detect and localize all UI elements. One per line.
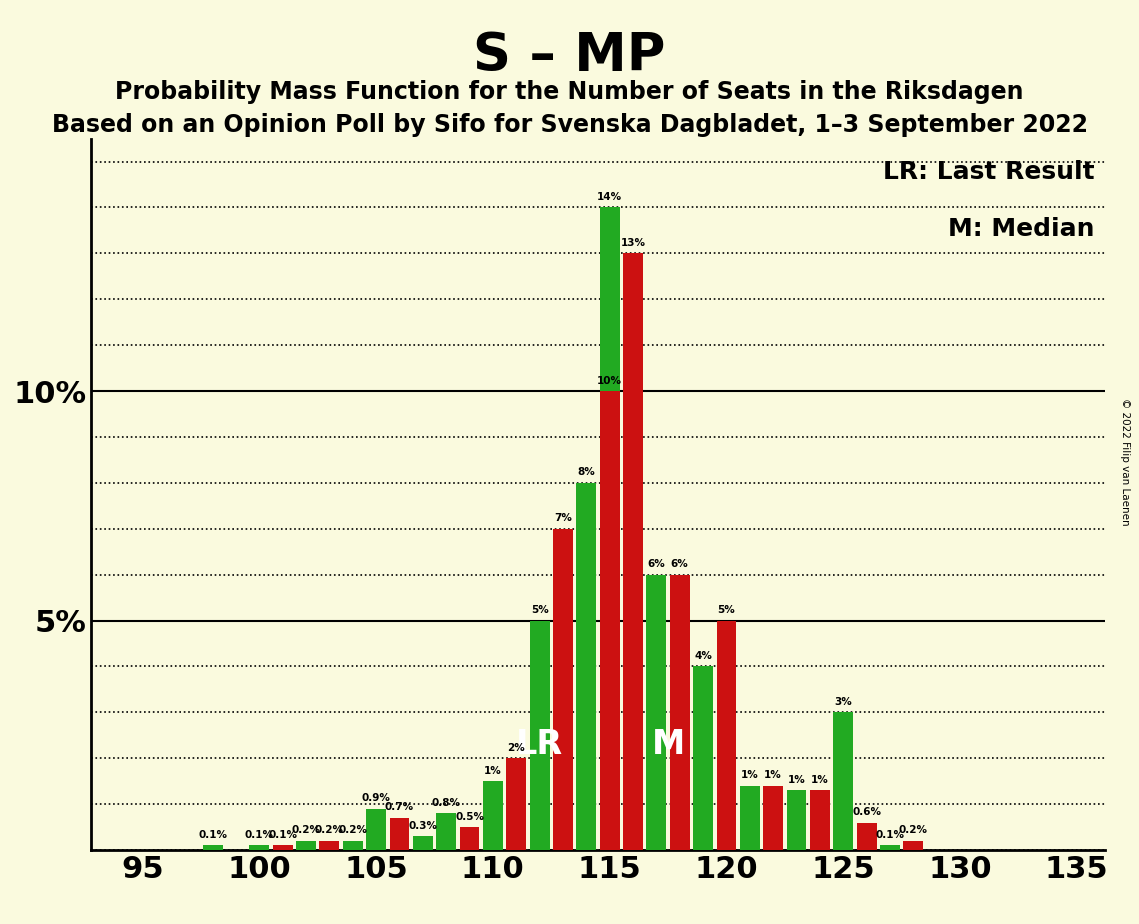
Text: 0.1%: 0.1% (245, 830, 273, 840)
Bar (272, 845, 293, 850)
Bar (623, 253, 642, 850)
Text: 13%: 13% (621, 237, 646, 248)
Bar (903, 841, 924, 850)
Bar (507, 759, 526, 850)
Text: 8%: 8% (577, 468, 596, 478)
Text: M: Median: M: Median (948, 217, 1095, 241)
Text: 6%: 6% (671, 559, 689, 569)
Text: 0.1%: 0.1% (198, 830, 227, 840)
Text: 0.2%: 0.2% (314, 825, 344, 835)
Text: 7%: 7% (554, 513, 572, 523)
Bar (880, 845, 900, 850)
Text: 5%: 5% (531, 605, 549, 615)
Text: LR: LR (516, 728, 563, 761)
Text: 0.1%: 0.1% (876, 830, 904, 840)
Bar (483, 781, 502, 850)
Bar (390, 818, 409, 850)
Bar (554, 529, 573, 850)
Text: S – MP: S – MP (474, 30, 665, 81)
Text: Probability Mass Function for the Number of Seats in the Riksdagen: Probability Mass Function for the Number… (115, 80, 1024, 104)
Bar (319, 841, 339, 850)
Bar (647, 575, 666, 850)
Bar (763, 785, 784, 850)
Text: 0.2%: 0.2% (292, 825, 320, 835)
Bar (600, 208, 620, 850)
Text: M: M (652, 728, 685, 761)
Bar (857, 822, 877, 850)
Bar (203, 845, 222, 850)
Text: 6%: 6% (647, 559, 665, 569)
Text: 0.1%: 0.1% (268, 830, 297, 840)
Bar (716, 621, 737, 850)
Bar (459, 827, 480, 850)
Bar (249, 845, 269, 850)
Text: 1%: 1% (764, 771, 782, 780)
Text: 3%: 3% (835, 697, 852, 707)
Text: 5%: 5% (718, 605, 736, 615)
Text: 0.8%: 0.8% (432, 797, 460, 808)
Bar (810, 790, 830, 850)
Bar (576, 483, 596, 850)
Bar (670, 575, 689, 850)
Text: 14%: 14% (597, 192, 622, 202)
Text: 0.9%: 0.9% (362, 794, 391, 803)
Bar (600, 391, 620, 850)
Bar (530, 621, 549, 850)
Bar (343, 841, 362, 850)
Text: Based on an Opinion Poll by Sifo for Svenska Dagbladet, 1–3 September 2022: Based on an Opinion Poll by Sifo for Sve… (51, 113, 1088, 137)
Text: 1%: 1% (484, 766, 502, 776)
Text: 0.3%: 0.3% (408, 821, 437, 831)
Text: 0.7%: 0.7% (385, 802, 413, 812)
Text: © 2022 Filip van Laenen: © 2022 Filip van Laenen (1121, 398, 1130, 526)
Text: 10%: 10% (597, 375, 622, 385)
Text: 2%: 2% (507, 743, 525, 753)
Text: 4%: 4% (694, 651, 712, 661)
Bar (296, 841, 316, 850)
Text: 0.5%: 0.5% (454, 811, 484, 821)
Bar (412, 836, 433, 850)
Bar (366, 808, 386, 850)
Text: LR: Last Result: LR: Last Result (883, 160, 1095, 184)
Bar (694, 666, 713, 850)
Bar (787, 790, 806, 850)
Bar (834, 712, 853, 850)
Text: 1%: 1% (788, 775, 805, 784)
Text: 0.2%: 0.2% (338, 825, 367, 835)
Bar (740, 785, 760, 850)
Bar (436, 813, 456, 850)
Text: 1%: 1% (811, 775, 829, 784)
Text: 0.2%: 0.2% (899, 825, 928, 835)
Text: 1%: 1% (741, 771, 759, 780)
Text: 0.6%: 0.6% (852, 807, 882, 817)
